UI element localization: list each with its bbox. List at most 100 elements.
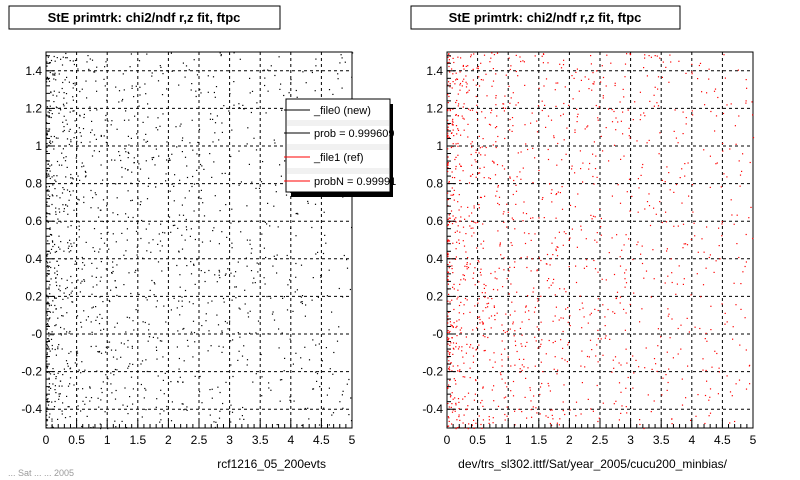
- left-scatter-point: [169, 159, 171, 161]
- right-scatter-point: [472, 329, 474, 331]
- right-scatter-point: [496, 164, 499, 166]
- left-scatter-point: [208, 330, 210, 332]
- right-scatter-point: [692, 211, 694, 213]
- left-scatter-point: [177, 227, 179, 229]
- left-scatter-point: [58, 264, 60, 266]
- left-scatter-point: [127, 151, 129, 153]
- left-scatter-point: [57, 346, 59, 348]
- left-scatter-point: [151, 72, 153, 74]
- left-scatter-point: [50, 338, 53, 340]
- right-scatter-point: [465, 409, 467, 411]
- left-scatter-point: [58, 344, 60, 346]
- left-scatter-point: [62, 148, 64, 150]
- right-scatter-point: [588, 88, 590, 90]
- left-scatter-point: [46, 345, 49, 347]
- right-scatter-point: [618, 382, 621, 384]
- left-scatter-point: [46, 170, 48, 172]
- right-scatter-point: [457, 370, 459, 372]
- left-scatter-point: [158, 155, 160, 157]
- right-scatter-point: [452, 286, 454, 288]
- left-scatter-point: [105, 346, 107, 348]
- left-x-tick-label: 2: [165, 433, 172, 447]
- right-scatter-point: [460, 165, 462, 167]
- right-scatter-point: [509, 266, 511, 268]
- right-scatter-point: [478, 298, 480, 300]
- left-scatter-point: [145, 389, 147, 391]
- right-scatter-point: [478, 135, 480, 137]
- right-scatter-point: [448, 214, 450, 216]
- right-scatter-point: [708, 399, 710, 401]
- right-scatter-point: [713, 90, 716, 92]
- left-chart-title: StE primtrk: chi2/ndf r,z fit, ftpc: [48, 10, 241, 25]
- left-scatter-point: [46, 81, 48, 83]
- right-scatter-point: [569, 315, 571, 317]
- right-scatter-point: [550, 192, 552, 194]
- left-scatter-point: [112, 266, 114, 268]
- right-scatter-point: [448, 354, 451, 356]
- right-scatter-point: [449, 217, 451, 219]
- left-scatter-point: [218, 243, 220, 245]
- left-scatter-point: [331, 414, 333, 416]
- left-scatter-point: [308, 418, 310, 420]
- right-scatter-point: [612, 311, 614, 313]
- right-scatter-point: [723, 54, 725, 56]
- right-scatter-point: [611, 195, 613, 197]
- left-scatter-point: [301, 301, 303, 303]
- right-scatter-point: [490, 57, 492, 59]
- left-scatter-point: [144, 321, 146, 324]
- right-scatter-point: [483, 283, 485, 285]
- left-scatter-point: [47, 324, 49, 326]
- right-scatter-point: [458, 304, 461, 307]
- right-scatter-point: [551, 201, 553, 203]
- right-scatter-point: [464, 376, 466, 378]
- right-scatter-point: [456, 419, 458, 421]
- left-grid: [46, 52, 353, 428]
- left-scatter-point: [50, 234, 52, 236]
- right-scatter-point: [455, 346, 457, 348]
- left-scatter-point: [159, 250, 161, 252]
- right-scatter-point: [472, 355, 475, 357]
- left-scatter-point: [314, 90, 316, 92]
- right-scatter-point: [501, 340, 503, 342]
- right-scatter-point: [693, 222, 695, 224]
- left-scatter-point: [218, 345, 220, 347]
- left-scatter-point: [50, 387, 52, 389]
- right-scatter-point: [685, 243, 687, 245]
- right-scatter-point: [453, 218, 456, 220]
- right-scatter-point: [674, 109, 676, 111]
- right-scatter-point: [448, 267, 450, 269]
- left-scatter-point: [116, 322, 118, 324]
- left-scatter-point: [85, 80, 87, 82]
- right-scatter-point: [640, 174, 642, 176]
- right-scatter-point: [582, 307, 584, 309]
- left-scatter-point: [159, 340, 161, 342]
- right-scatter-point: [489, 124, 492, 126]
- right-scatter-point: [476, 247, 478, 249]
- left-scatter-point: [132, 388, 134, 390]
- left-scatter-point: [159, 240, 162, 242]
- left-y-tick-label: -0.2: [21, 365, 42, 379]
- right-scatter-point: [646, 75, 648, 77]
- right-scatter-point: [447, 322, 449, 324]
- right-scatter-point: [676, 283, 678, 285]
- left-scatter-point: [68, 143, 70, 146]
- left-scatter-point: [61, 278, 63, 280]
- right-scatter-point: [462, 80, 464, 82]
- left-scatter-point: [340, 54, 342, 56]
- left-scatter-point: [163, 410, 165, 412]
- left-scatter-point: [69, 367, 72, 369]
- left-scatter-point: [160, 419, 162, 421]
- left-scatter-point: [295, 352, 297, 354]
- right-scatter-point: [449, 330, 451, 333]
- left-scatter-point: [98, 150, 100, 153]
- right-scatter-point: [557, 191, 559, 193]
- right-scatter-point: [514, 261, 516, 263]
- left-scatter-point: [65, 156, 67, 158]
- left-x-tick-label: 0.5: [68, 433, 85, 447]
- right-scatter-point: [496, 312, 498, 314]
- right-scatter-point: [463, 118, 465, 120]
- right-scatter-point: [449, 352, 451, 354]
- right-scatter-point: [529, 389, 531, 391]
- left-scatter-point: [112, 261, 114, 263]
- right-scatter-point: [592, 153, 594, 155]
